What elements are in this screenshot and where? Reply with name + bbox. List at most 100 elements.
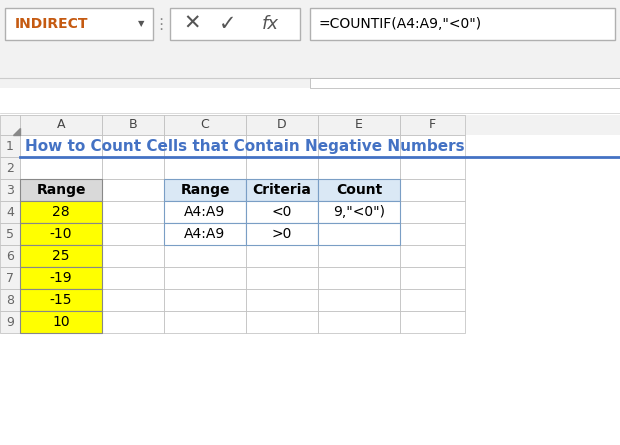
Bar — [102, 201, 164, 223]
Bar — [318, 289, 400, 311]
Bar — [20, 201, 102, 223]
Text: C: C — [201, 118, 210, 132]
Bar — [0, 157, 20, 179]
Bar — [0, 115, 620, 135]
Text: 25: 25 — [52, 249, 69, 263]
Bar — [20, 223, 102, 245]
Bar — [246, 115, 318, 135]
Text: E: E — [355, 118, 363, 132]
Bar — [102, 135, 164, 157]
Bar — [20, 267, 102, 289]
Polygon shape — [13, 128, 20, 135]
Text: 1: 1 — [6, 139, 14, 153]
Bar — [164, 179, 246, 201]
Bar — [20, 311, 102, 333]
Bar — [246, 267, 318, 289]
Bar — [20, 267, 102, 289]
Bar — [20, 289, 102, 311]
Bar — [318, 223, 400, 245]
Bar — [246, 135, 318, 157]
Text: ▼: ▼ — [138, 20, 144, 28]
Bar — [0, 245, 20, 267]
Bar — [246, 179, 318, 201]
Bar — [164, 267, 246, 289]
Text: -10: -10 — [50, 227, 73, 241]
Bar — [164, 245, 246, 267]
Bar — [246, 223, 318, 245]
Bar — [0, 0, 620, 78]
Bar — [246, 289, 318, 311]
Text: fx: fx — [262, 15, 278, 33]
Bar — [318, 311, 400, 333]
Bar — [400, 201, 465, 223]
Text: 6: 6 — [6, 250, 14, 263]
Text: 5: 5 — [6, 227, 14, 240]
Bar — [318, 201, 400, 223]
Bar — [400, 311, 465, 333]
Bar — [164, 223, 246, 245]
Bar — [310, 8, 615, 40]
Bar — [0, 78, 620, 88]
Bar — [102, 115, 164, 135]
Bar — [318, 267, 400, 289]
Bar — [400, 135, 465, 157]
Bar — [246, 201, 318, 223]
Text: Range: Range — [180, 183, 230, 197]
Text: A4:A9: A4:A9 — [184, 205, 226, 219]
Text: INDIRECT: INDIRECT — [15, 17, 89, 31]
Bar — [170, 8, 300, 40]
Text: ✕: ✕ — [184, 14, 201, 34]
Bar — [102, 157, 164, 179]
Bar — [246, 201, 318, 223]
Text: ✓: ✓ — [219, 14, 237, 34]
Bar — [318, 179, 400, 201]
Text: <0: <0 — [272, 205, 292, 219]
Text: D: D — [277, 118, 287, 132]
Bar — [400, 179, 465, 201]
Bar — [0, 223, 20, 245]
Text: Count: Count — [336, 183, 382, 197]
Bar — [246, 245, 318, 267]
Bar — [246, 157, 318, 179]
Bar — [5, 8, 153, 40]
Bar — [102, 179, 164, 201]
Text: A4:A9: A4:A9 — [184, 227, 226, 241]
Text: 2: 2 — [6, 162, 14, 174]
Bar — [400, 157, 465, 179]
Bar — [400, 289, 465, 311]
Bar — [164, 201, 246, 223]
Bar — [0, 311, 20, 333]
Bar — [20, 179, 102, 201]
Bar — [20, 245, 102, 267]
Bar — [246, 223, 318, 245]
Bar — [164, 157, 246, 179]
Bar — [400, 115, 465, 135]
Bar — [318, 245, 400, 267]
Bar — [246, 179, 318, 201]
Bar — [400, 267, 465, 289]
Bar — [20, 115, 102, 135]
Text: A: A — [57, 118, 65, 132]
Bar — [0, 179, 20, 201]
Text: -15: -15 — [50, 293, 73, 307]
Bar — [20, 223, 102, 245]
Bar — [20, 311, 102, 333]
Bar — [164, 115, 246, 135]
Bar — [164, 223, 246, 245]
Bar — [164, 311, 246, 333]
Bar — [20, 135, 102, 157]
Bar — [20, 157, 102, 179]
Bar — [20, 201, 102, 223]
Bar — [0, 115, 20, 135]
Text: -19: -19 — [50, 271, 73, 285]
Bar — [102, 267, 164, 289]
Bar — [164, 201, 246, 223]
Bar — [246, 311, 318, 333]
Text: 7: 7 — [6, 271, 14, 284]
Bar — [310, 78, 620, 88]
Text: 9: 9 — [6, 316, 14, 328]
Bar — [20, 289, 102, 311]
Text: How to Count Cells that Contain Negative Numbers: How to Count Cells that Contain Negative… — [25, 138, 464, 154]
Text: 10: 10 — [52, 315, 70, 329]
Bar — [0, 289, 20, 311]
